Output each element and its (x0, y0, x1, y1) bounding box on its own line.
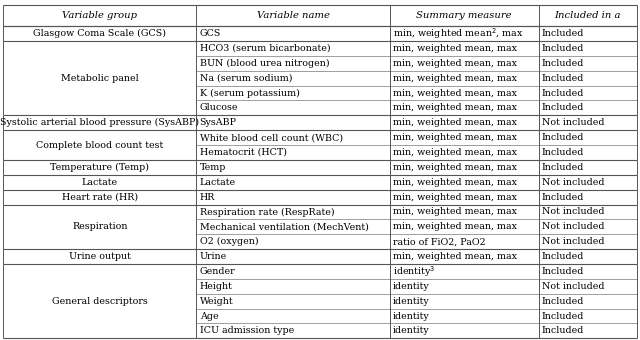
Text: Weight: Weight (200, 296, 233, 306)
Text: Included: Included (542, 267, 584, 276)
Text: Temp: Temp (200, 163, 226, 172)
Text: General descriptors: General descriptors (52, 296, 148, 306)
Text: Included: Included (542, 103, 584, 113)
Text: Systolic arterial blood pressure (SysABP): Systolic arterial blood pressure (SysABP… (0, 118, 200, 128)
Text: Glucose: Glucose (200, 103, 238, 113)
Text: identity: identity (393, 311, 429, 321)
Text: Included: Included (542, 163, 584, 172)
Text: Not included: Not included (542, 207, 604, 217)
Text: Height: Height (200, 282, 232, 291)
Text: min, weighted mean, max: min, weighted mean, max (393, 103, 517, 113)
Text: min, weighted mean, max: min, weighted mean, max (393, 133, 517, 142)
Text: Included: Included (542, 326, 584, 335)
Text: min, weighted mean, max: min, weighted mean, max (393, 148, 517, 157)
Text: min, weighted mean, max: min, weighted mean, max (393, 178, 517, 187)
Text: ratio of FiO2, PaO2: ratio of FiO2, PaO2 (393, 237, 486, 246)
Text: min, weighted mean, max: min, weighted mean, max (393, 44, 517, 53)
Text: Age: Age (200, 311, 218, 321)
Text: Variable group: Variable group (62, 11, 138, 20)
Text: Summary measure: Summary measure (417, 11, 512, 20)
Text: Not included: Not included (542, 222, 604, 231)
Text: min, weighted mean, max: min, weighted mean, max (393, 74, 517, 83)
Text: Included: Included (542, 311, 584, 321)
Text: min, weighted mean, max: min, weighted mean, max (393, 59, 517, 68)
Text: Urine output: Urine output (69, 252, 131, 261)
Text: identity$^{3}$: identity$^{3}$ (393, 264, 435, 279)
Text: Included: Included (542, 192, 584, 202)
Text: Included: Included (542, 74, 584, 83)
Text: Included: Included (542, 59, 584, 68)
Text: min, weighted mean$^{2}$, max: min, weighted mean$^{2}$, max (393, 26, 524, 41)
Text: Urine: Urine (200, 252, 227, 261)
Text: Not included: Not included (542, 282, 604, 291)
Text: Heart rate (HR): Heart rate (HR) (62, 192, 138, 202)
Text: Not included: Not included (542, 178, 604, 187)
Text: Temperature (Temp): Temperature (Temp) (51, 163, 149, 172)
Text: Respiration rate (RespRate): Respiration rate (RespRate) (200, 207, 334, 217)
Text: Na (serum sodium): Na (serum sodium) (200, 74, 292, 83)
Text: min, weighted mean, max: min, weighted mean, max (393, 222, 517, 231)
Text: min, weighted mean, max: min, weighted mean, max (393, 207, 517, 217)
Text: identity: identity (393, 282, 429, 291)
Text: HR: HR (200, 192, 215, 202)
Text: Glasgow Coma Scale (GCS): Glasgow Coma Scale (GCS) (33, 29, 166, 38)
Text: min, weighted mean, max: min, weighted mean, max (393, 192, 517, 202)
Text: HCO3 (serum bicarbonate): HCO3 (serum bicarbonate) (200, 44, 330, 53)
Text: Metabolic panel: Metabolic panel (61, 74, 139, 83)
Text: ICU admission type: ICU admission type (200, 326, 294, 335)
Text: Complete blood count test: Complete blood count test (36, 140, 163, 150)
Text: Included: Included (542, 133, 584, 142)
Text: min, weighted mean, max: min, weighted mean, max (393, 163, 517, 172)
Text: Included: Included (542, 88, 584, 98)
Text: Lactate: Lactate (82, 178, 118, 187)
Text: identity: identity (393, 296, 429, 306)
Text: Hematocrit (HCT): Hematocrit (HCT) (200, 148, 287, 157)
Text: Mechanical ventilation (MechVent): Mechanical ventilation (MechVent) (200, 222, 369, 231)
Text: Not included: Not included (542, 118, 604, 127)
Text: K (serum potassium): K (serum potassium) (200, 88, 300, 98)
Text: Not included: Not included (542, 237, 604, 246)
Text: SysABP: SysABP (200, 118, 237, 127)
Text: Included: Included (542, 148, 584, 157)
Text: identity: identity (393, 326, 429, 335)
Text: Included: Included (542, 252, 584, 261)
Text: min, weighted mean, max: min, weighted mean, max (393, 88, 517, 98)
Text: Lactate: Lactate (200, 178, 236, 187)
Text: O2 (oxygen): O2 (oxygen) (200, 237, 259, 246)
Text: Included: Included (542, 44, 584, 53)
Text: Included: Included (542, 29, 584, 38)
Text: Included in a: Included in a (554, 11, 621, 20)
Text: Respiration: Respiration (72, 222, 127, 231)
Text: White blood cell count (WBC): White blood cell count (WBC) (200, 133, 343, 142)
Text: min, weighted mean, max: min, weighted mean, max (393, 118, 517, 127)
Text: GCS: GCS (200, 29, 221, 38)
Text: Included: Included (542, 296, 584, 306)
Text: min, weighted mean, max: min, weighted mean, max (393, 252, 517, 261)
Text: BUN (blood urea nitrogen): BUN (blood urea nitrogen) (200, 59, 329, 68)
Text: Gender: Gender (200, 267, 236, 276)
Text: Variable name: Variable name (257, 11, 330, 20)
